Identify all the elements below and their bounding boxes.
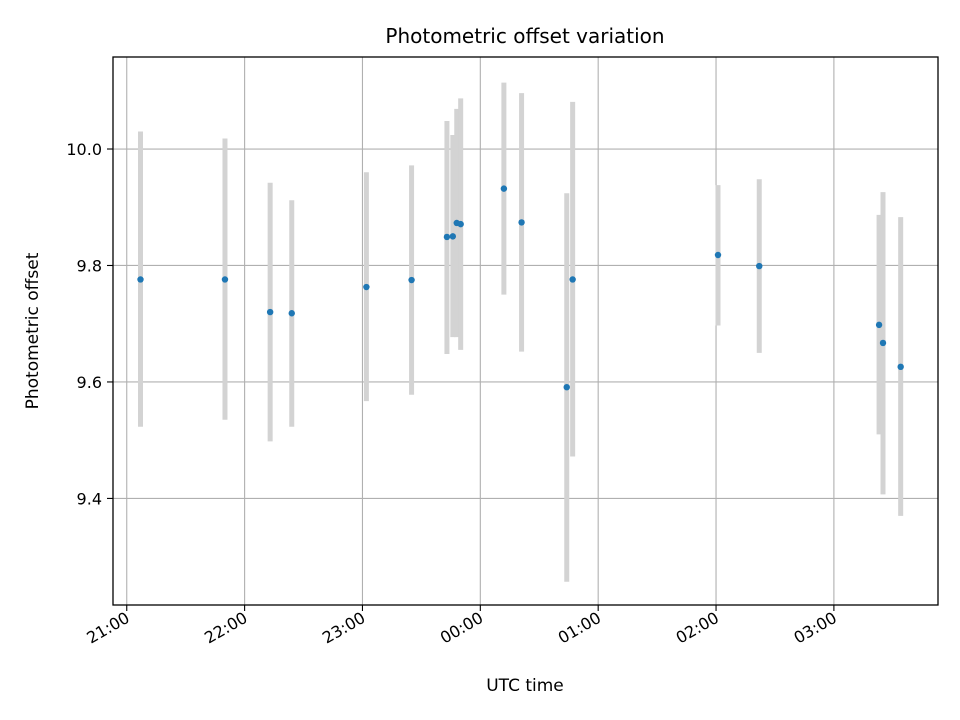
chart-title: Photometric offset variation [385,24,664,48]
y-axis-label: Photometric offset [23,252,43,409]
x-tick-label: 02:00 [673,608,722,648]
x-tick-label: 22:00 [201,608,250,648]
plot-area-frame [112,56,939,606]
data-point [714,251,722,259]
data-point [875,321,883,329]
data-point [563,383,570,391]
x-axis-label: UTC time [486,676,564,696]
data-point [449,233,457,240]
data-point [443,233,451,241]
data-point [363,283,370,291]
data-point [457,220,464,228]
data-point [408,276,415,284]
x-tick-label: 23:00 [319,608,368,648]
grid-lines [113,57,938,605]
data-point [288,310,295,317]
x-axis-ticks: 21:00 22:00 23:00 00:00 01:00 02:00 03:00 [83,605,840,648]
data-point [221,276,229,283]
data-point [500,185,508,192]
data-point [137,276,144,283]
x-tick-label: 00:00 [437,608,486,648]
y-tick-label: 9.6 [77,373,102,392]
data-point [879,339,887,347]
data-point [756,262,763,270]
data-point [897,363,904,371]
data-points [137,185,904,391]
data-point [569,276,576,283]
y-tick-label: 9.8 [77,256,102,275]
data-point [266,308,274,316]
y-axis-ticks: 9.4 9.6 9.8 10.0 [66,140,113,508]
x-tick-label: 03:00 [790,608,839,648]
y-tick-label: 9.4 [77,489,102,508]
data-point [518,219,525,226]
error-bars [138,82,904,582]
x-tick-label: 01:00 [555,608,604,648]
y-tick-label: 10.0 [66,140,102,159]
x-tick-label: 21:00 [83,608,132,648]
